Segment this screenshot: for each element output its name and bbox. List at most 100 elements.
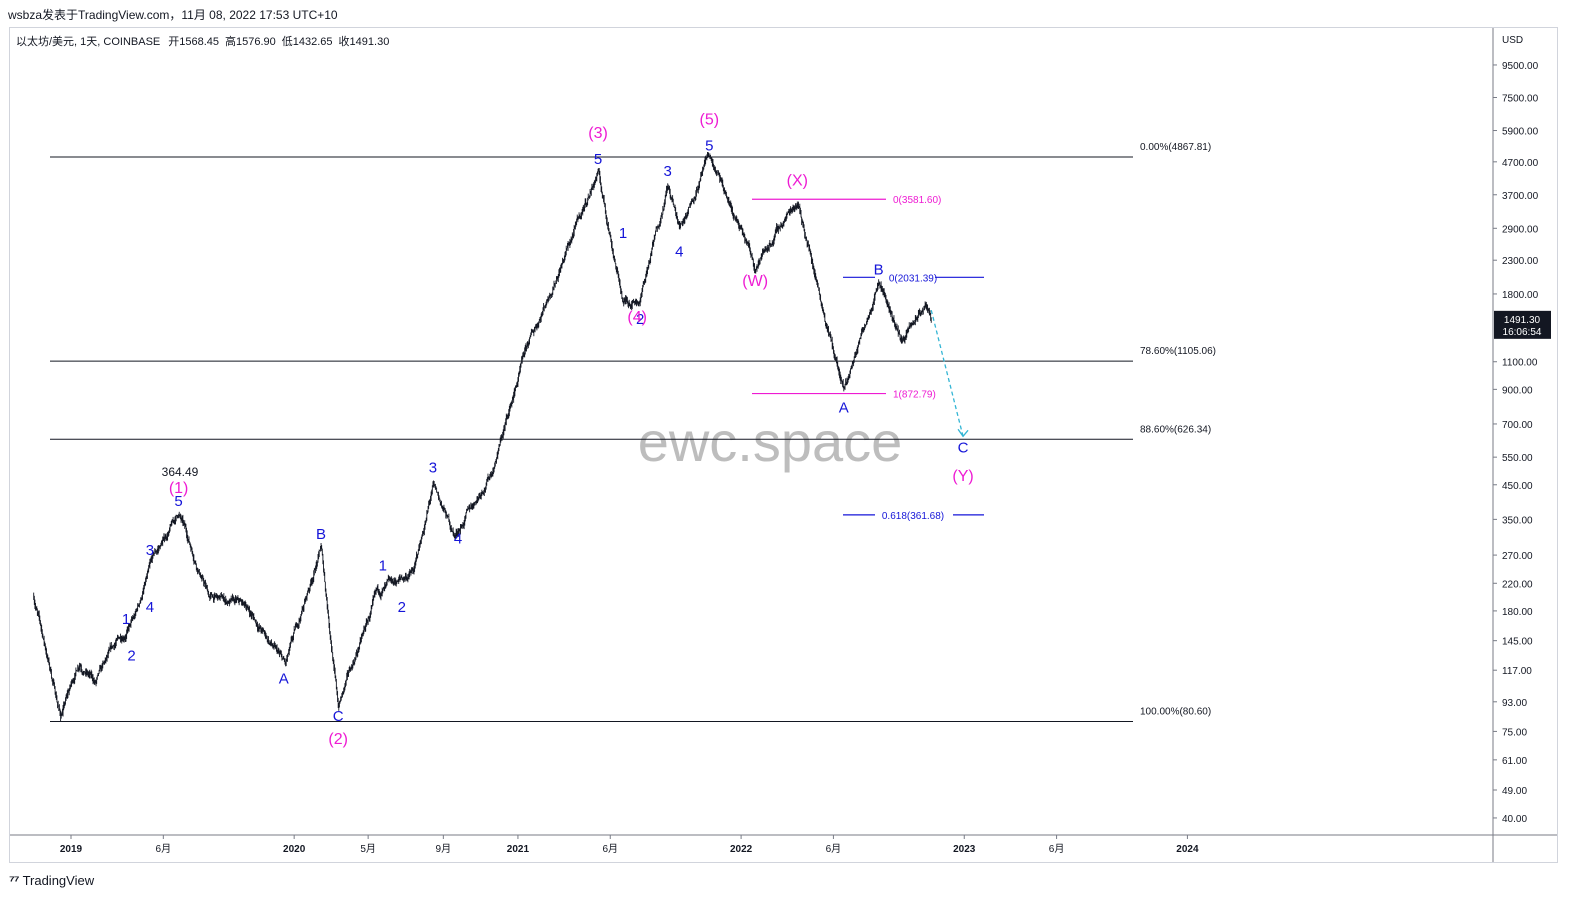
wave-label-magenta: (5) (700, 111, 720, 128)
symbol-bar: 以太坊/美元, 1天, COINBASE 开1568.45 高1576.90 低143… (16, 34, 389, 48)
high-label: 高 (225, 34, 236, 48)
time-tick-label: 6月 (1049, 843, 1065, 855)
high-price-label: 364.49 (162, 465, 199, 479)
wave-label-magenta: (2) (328, 731, 348, 748)
price-tick-label: 350.00 (1502, 515, 1533, 526)
publisher-line: wsbza发表于TradingView.com，11月 08, 2022 17:… (8, 8, 338, 22)
price-tick-label: 270.00 (1502, 551, 1533, 562)
close-label: 收 (339, 34, 350, 48)
wave-label-blue: 1 (379, 558, 387, 575)
fib-level-label: 0.00%(4867.81) (1140, 142, 1211, 153)
wave-label-blue: 2 (127, 648, 135, 665)
wave-label-blue: 5 (594, 151, 602, 168)
chart-frame (9, 27, 1558, 863)
wave-label-blue: B (874, 261, 884, 278)
tradingview-logo-icon: ⁷⁷ (9, 872, 20, 888)
footer-brand: TradingView (22, 872, 95, 888)
price-tick-label: 3700.00 (1502, 191, 1539, 202)
wave-label-blue: 4 (454, 530, 462, 547)
time-tick-label: 5月 (360, 843, 376, 855)
wave-label-blue: 3 (664, 163, 672, 180)
price-tick-label: 180.00 (1502, 607, 1533, 618)
price-tick-label: 1100.00 (1502, 358, 1538, 369)
time-tick-label: 2021 (507, 844, 530, 855)
wave-label-magenta: (Y) (952, 468, 973, 485)
fib-blue-label: 0(2031.39) (889, 273, 937, 284)
time-axis[interactable]: 2019 6月 2020 5月 9月 2021 6月 2022 6月 2023 6月 2024 (60, 835, 1199, 855)
wave-label-magenta: (W) (742, 273, 768, 290)
price-tick-label: 117.00 (1502, 666, 1532, 677)
projection-arrow (930, 309, 964, 437)
fib-blue-label-bg (875, 507, 953, 522)
price-tick-label: 220.00 (1502, 579, 1533, 590)
time-tick-label: 2024 (1176, 844, 1199, 855)
fib-blue-label-bg (875, 270, 935, 285)
time-tick-label: 6月 (826, 843, 842, 855)
wave-label-blue: 4 (146, 599, 154, 616)
price-tick-label: 49.00 (1502, 786, 1527, 797)
fib-level-label: 88.60%(626.34) (1140, 424, 1211, 435)
wave-label-blue: A (279, 671, 289, 688)
time-tick-label: 2020 (283, 844, 306, 855)
price-tick-label: 2300.00 (1502, 256, 1539, 267)
time-tick-label: 2022 (730, 844, 753, 855)
close-value: 1491.30 (350, 36, 390, 48)
wave-label-blue: 3 (429, 460, 437, 477)
high-value: 1576.90 (236, 36, 276, 48)
wave-label-blue: 5 (705, 137, 713, 154)
price-tick-label: 75.00 (1502, 727, 1527, 738)
price-tick-label: 4700.00 (1502, 158, 1539, 169)
low-value: 1432.65 (293, 36, 333, 48)
wave-annotations: 364.49 1 2 3 4 5 A B C 1 2 3 4 5 1 2 3 4 5 A B C (1) (2) (3) (4) (… (122, 111, 974, 748)
wave-label-magenta: (4) (627, 309, 647, 326)
fib-magenta-label: 0(3581.60) (893, 195, 941, 206)
price-tick-label: 700.00 (1502, 420, 1533, 431)
footer[interactable]: ⁷⁷ TradingView (9, 872, 94, 888)
symbol-name: 以太坊/美元, 1天, COINBASE (16, 34, 160, 48)
open-label: 开 (168, 36, 179, 48)
last-price-badge: 1491.30 16:06:54 (1494, 310, 1551, 339)
time-tick-label: 2023 (953, 844, 976, 855)
wave-label-blue: 2 (398, 599, 406, 616)
price-tick-label: 7500.00 (1502, 93, 1539, 104)
last-price: 1491.30 (1504, 315, 1541, 326)
time-tick-label: 2019 (60, 844, 83, 855)
wave-label-blue: 3 (146, 542, 154, 559)
wave-label-blue: C (333, 708, 344, 725)
price-tick-label: 900.00 (1502, 385, 1533, 396)
wave-label-blue: 5 (174, 493, 182, 510)
price-tick-label: 550.00 (1502, 453, 1533, 464)
countdown: 16:06:54 (1503, 327, 1542, 338)
projection-arrowhead (957, 428, 969, 438)
low-label: 低 (282, 35, 293, 48)
wave-label-blue: 4 (675, 244, 683, 261)
price-tick-label: 450.00 (1502, 481, 1533, 492)
fibonacci-levels[interactable]: 0.00%(4867.81) 78.60%(1105.06) 88.60%(626.… (50, 142, 1216, 722)
wave-label-blue: C (958, 439, 969, 456)
price-tick-label: 9500.00 (1502, 61, 1539, 72)
wave-label-blue: A (839, 399, 849, 416)
fib-magenta-label: 1(872.79) (893, 390, 936, 401)
fib-level-label: 78.60%(1105.06) (1140, 346, 1216, 357)
wave-label-magenta: (1) (169, 480, 189, 497)
price-tick-label: 40.00 (1502, 814, 1527, 825)
price-tick-label: 1800.00 (1502, 290, 1539, 301)
wave-label-blue: 2 (636, 311, 644, 328)
price-tick-label: 93.00 (1502, 698, 1527, 709)
price-tick-label: 61.00 (1502, 756, 1527, 767)
wave-label-blue: 1 (122, 611, 130, 628)
wave-label-blue: 1 (619, 225, 627, 242)
price-axis[interactable]: 9500.00 7500.00 5900.00 4700.00 3700.00 2900.… (1493, 61, 1539, 825)
wave-label-blue: B (316, 526, 326, 543)
time-tick-label: 9月 (436, 843, 452, 855)
price-tick-label: 5900.00 (1502, 127, 1539, 138)
open-value: 1568.45 (179, 36, 219, 48)
price-tick-label: 2900.00 (1502, 224, 1539, 235)
time-tick-label: 6月 (156, 843, 172, 855)
price-tick-label: 145.00 (1502, 637, 1533, 648)
fib-level-label: 100.00%(80.60) (1140, 707, 1211, 718)
wave-label-magenta: (3) (588, 125, 608, 142)
candlestick-series (33, 152, 932, 722)
time-tick-label: 6月 (602, 843, 618, 855)
